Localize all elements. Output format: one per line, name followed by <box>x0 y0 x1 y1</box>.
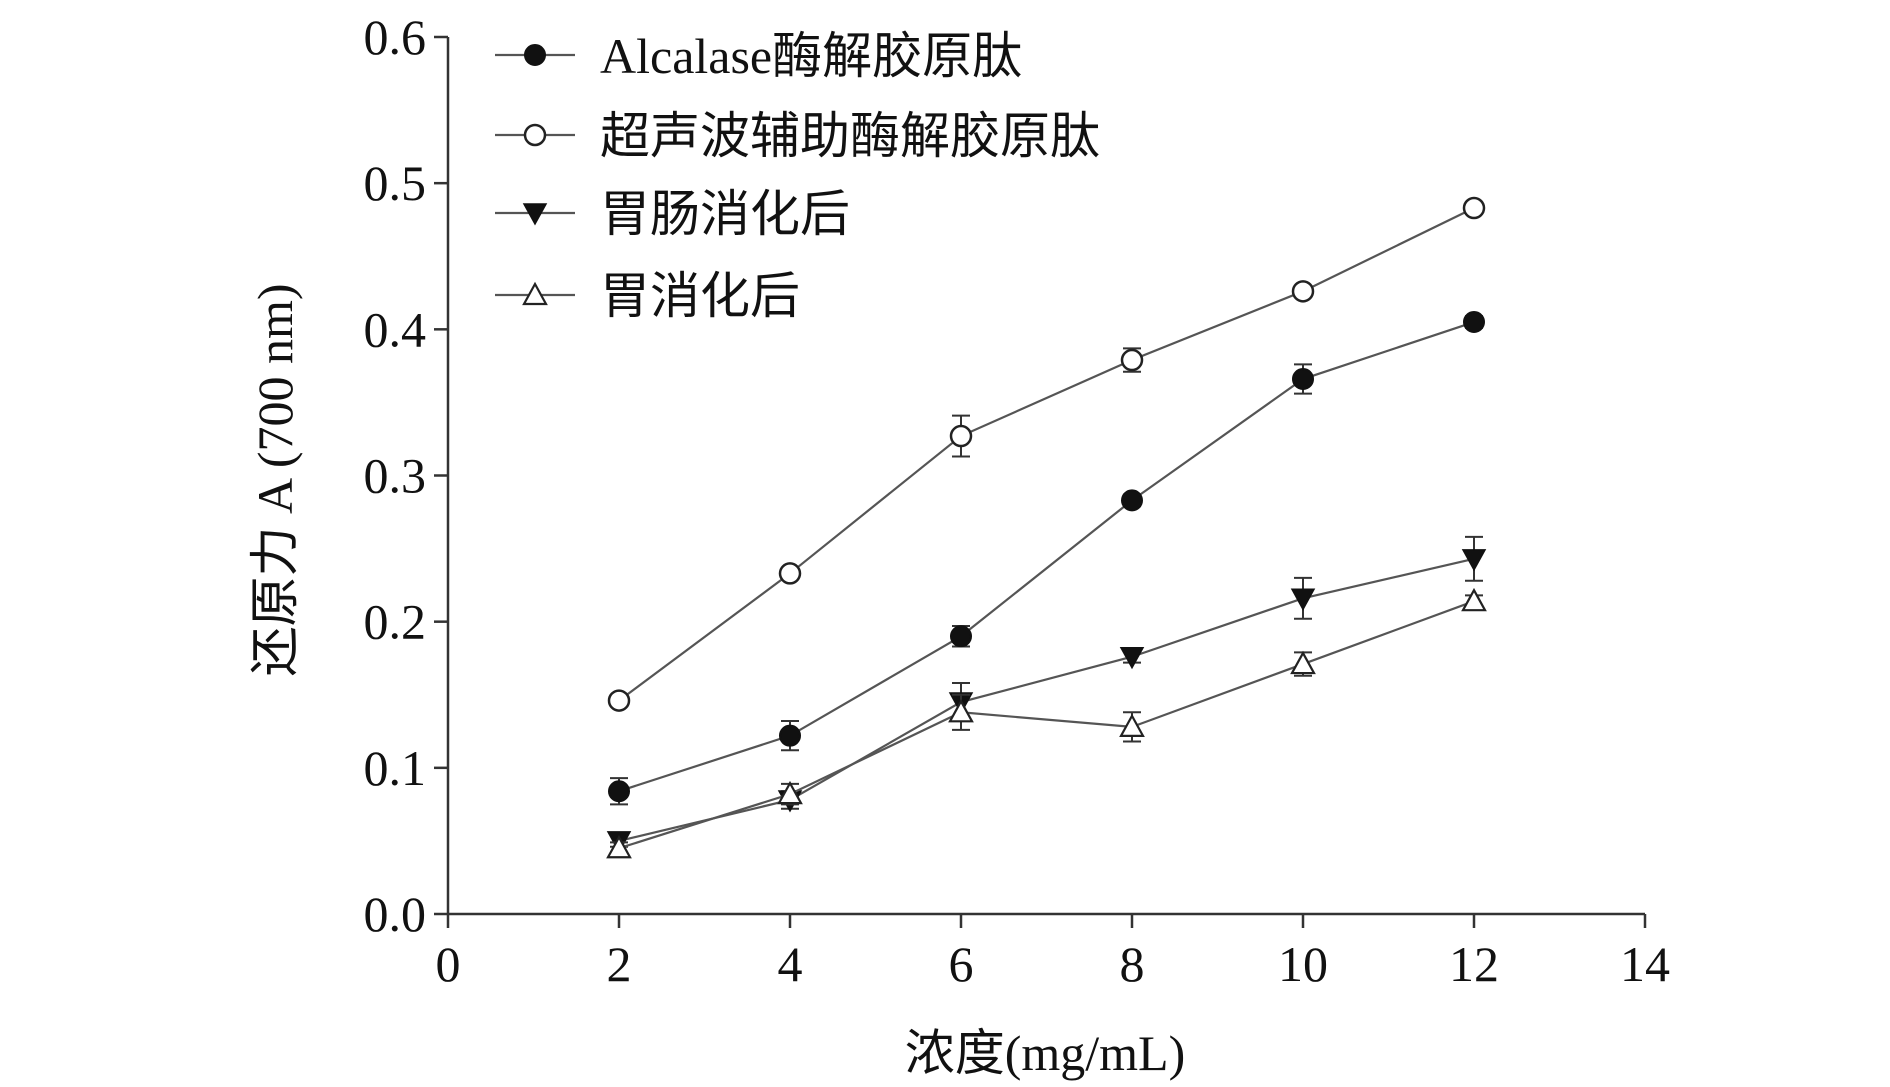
data-point <box>1290 588 1316 611</box>
series-line <box>618 600 1475 850</box>
x-tick-label: 0 <box>436 936 461 992</box>
legend-marker <box>522 203 548 226</box>
data-point <box>1119 713 1145 738</box>
data-point <box>779 724 801 747</box>
data-point <box>1461 549 1487 572</box>
data-point <box>949 424 973 448</box>
series-line <box>618 557 1475 842</box>
series-line <box>618 320 1475 793</box>
y-tick-label: 0.3 <box>364 448 427 504</box>
x-tick-label: 2 <box>607 936 632 992</box>
x-tick-label: 6 <box>949 936 974 992</box>
legend-marker <box>523 123 547 147</box>
data-point <box>1292 368 1314 391</box>
y-tick-label: 0.1 <box>364 740 427 796</box>
y-tick-label: 0.2 <box>364 594 427 650</box>
x-tick-label: 4 <box>778 936 803 992</box>
series-group <box>606 196 1487 859</box>
series-2 <box>607 196 1486 712</box>
data-point <box>1291 280 1315 303</box>
data-point <box>1120 348 1144 372</box>
legend-item: 胃消化后 <box>495 268 800 324</box>
data-point <box>1461 587 1487 612</box>
legend-label: 胃肠消化后 <box>600 186 850 242</box>
data-point <box>607 689 631 712</box>
y-tick-label: 0.4 <box>364 301 427 357</box>
series-1 <box>608 311 1485 806</box>
data-point <box>778 562 802 585</box>
series-3 <box>606 535 1487 854</box>
axes <box>446 37 1645 916</box>
data-point <box>606 834 632 859</box>
series-line <box>618 207 1475 702</box>
y-tick-label: 0.6 <box>364 9 427 65</box>
legend-label: 胃消化后 <box>600 268 800 324</box>
data-point <box>1121 489 1143 512</box>
legend-item: 胃肠消化后 <box>495 186 850 242</box>
x-tick-label: 10 <box>1278 936 1328 992</box>
data-point <box>777 780 803 805</box>
data-point <box>948 699 974 723</box>
x-ticks: 0 2 4 6 8 10 12 14 <box>436 914 1670 992</box>
y-tick-label: 0.5 <box>364 155 427 211</box>
data-point <box>950 625 972 648</box>
data-point <box>1119 646 1145 670</box>
x-tick-label: 14 <box>1620 936 1670 992</box>
legend-label: Alcalase酶解胶原肽 <box>600 28 1022 84</box>
legend-label: 超声波辅助酶解胶原肽 <box>600 108 1100 164</box>
x-axis-title: 浓度(mg/mL) <box>905 1025 1186 1081</box>
legend-marker <box>522 281 548 306</box>
data-point <box>1462 196 1486 220</box>
y-ticks: 0.0 0.1 0.2 0.3 0.4 0.5 0.6 <box>364 9 448 942</box>
y-axis-title: 还原力 A (700 nm) <box>247 283 303 676</box>
data-point <box>1463 311 1485 334</box>
legend-item: Alcalase酶解胶原肽 <box>495 28 1022 84</box>
data-point <box>1290 650 1316 675</box>
legend-marker <box>524 44 546 66</box>
series-4 <box>606 587 1487 859</box>
data-point <box>608 780 630 803</box>
legend-item: 超声波辅助酶解胶原肽 <box>495 108 1100 164</box>
x-tick-label: 8 <box>1120 936 1145 992</box>
x-tick-label: 12 <box>1449 936 1499 992</box>
y-tick-label: 0.0 <box>364 886 427 942</box>
